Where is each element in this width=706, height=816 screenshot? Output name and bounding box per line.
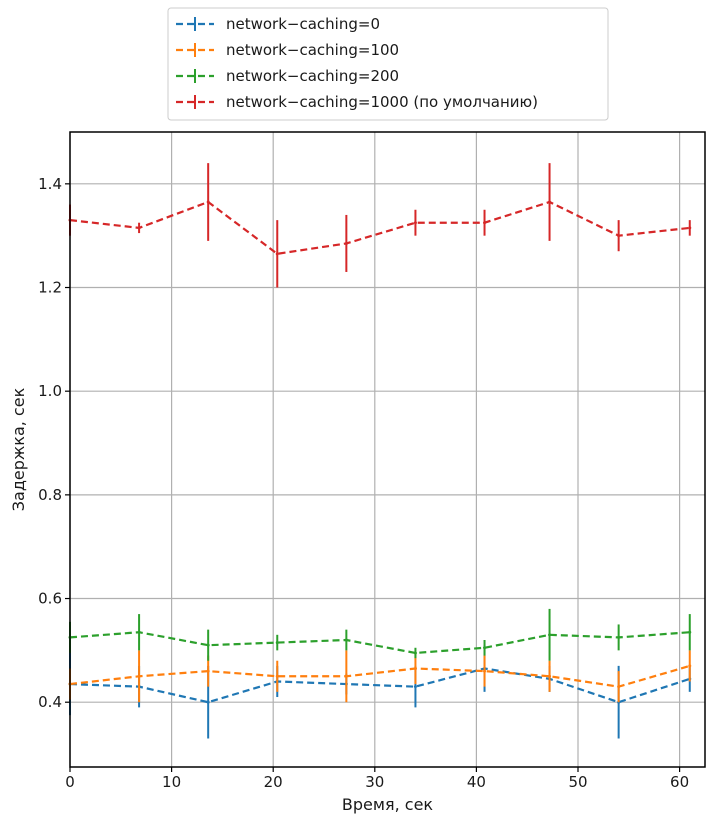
x-tick-label: 30 [365, 773, 384, 791]
data-point [483, 669, 487, 673]
data-point [275, 674, 279, 678]
x-tick-label: 20 [264, 773, 283, 791]
legend: network−caching=0 network−caching=100 netw… [167, 7, 609, 121]
y-tick-label: 1.4 [38, 175, 62, 193]
data-point [413, 651, 417, 655]
x-tick-label: 60 [670, 773, 689, 791]
series-line [69, 200, 690, 255]
x-tick-label: 10 [162, 773, 181, 791]
x-tick-label: 40 [467, 773, 486, 791]
data-point [206, 700, 210, 704]
series-layer [68, 163, 692, 739]
data-point [617, 685, 621, 689]
data-point [206, 200, 210, 204]
legend-label: network−caching=1000 (по умолчанию) [226, 93, 538, 111]
data-point [344, 674, 348, 678]
plot-frame [69, 131, 706, 768]
data-point [617, 234, 621, 238]
data-point [137, 630, 141, 634]
data-point [275, 641, 279, 645]
data-point [548, 200, 552, 204]
legend-label: network−caching=100 [226, 41, 399, 59]
legend-label: network−caching=200 [226, 67, 399, 85]
data-point [344, 638, 348, 642]
grid-lines [69, 132, 705, 767]
legend-item: network−caching=0 [176, 15, 380, 33]
y-tick-label: 0.8 [38, 486, 62, 504]
axis-ticks: 0 10 20 30 40 50 60 0.4 0.6 0.8 1.0 1.2 1.4 [38, 175, 689, 791]
data-point [688, 226, 692, 230]
legend-box [167, 7, 609, 121]
data-point [275, 252, 279, 256]
legend-item: network−caching=1000 (по умолчанию) [176, 93, 538, 111]
series-line [69, 667, 691, 704]
y-tick-label: 0.6 [38, 590, 62, 608]
data-point [548, 674, 552, 678]
data-point [688, 664, 692, 668]
data-point [688, 630, 692, 634]
y-tick-label: 0.4 [38, 693, 62, 711]
data-point [413, 685, 417, 689]
y-tick-label: 1.2 [38, 279, 62, 297]
data-point [137, 226, 141, 230]
data-point [617, 635, 621, 639]
data-point [483, 221, 487, 225]
data-point [483, 646, 487, 650]
data-point [413, 667, 417, 671]
series-1 [68, 650, 692, 703]
y-axis-label: Задержка, сек [9, 387, 28, 511]
data-point [206, 643, 210, 647]
x-tick-label: 50 [568, 773, 587, 791]
data-point [413, 221, 417, 225]
x-tick-label: 0 [65, 773, 75, 791]
data-point [206, 669, 210, 673]
legend-item: network−caching=200 [176, 67, 399, 85]
series-2 [68, 608, 692, 661]
data-point [344, 241, 348, 245]
data-point [548, 633, 552, 637]
series-0 [68, 645, 692, 739]
legend-item: network−caching=100 [176, 41, 399, 59]
series-line [69, 631, 690, 655]
data-point [137, 674, 141, 678]
legend-label: network−caching=0 [226, 15, 380, 33]
series-3 [68, 163, 692, 288]
x-axis-label: Время, сек [342, 795, 433, 814]
y-tick-label: 1.0 [38, 382, 62, 400]
series-line [69, 664, 691, 688]
